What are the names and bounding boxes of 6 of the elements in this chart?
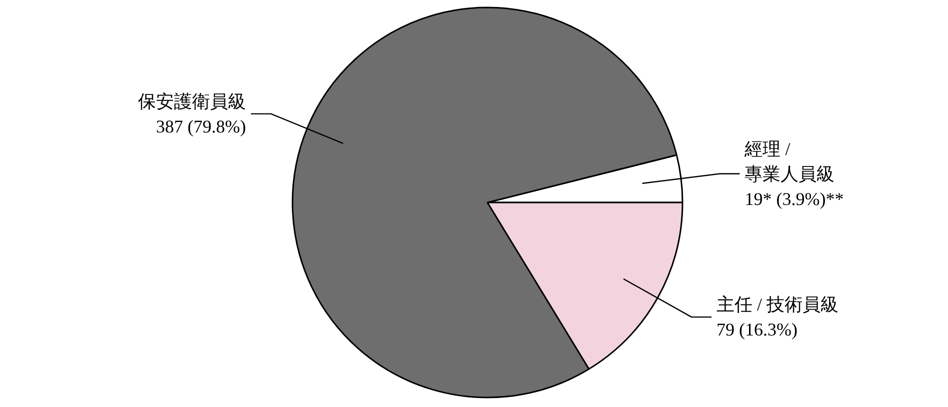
slice-label: 保安護衛員級 [138, 91, 246, 112]
slice-label: 經理 / 專業人員級 [744, 138, 835, 184]
slice-label: 主任 / 技術員級 [716, 294, 839, 315]
data-label: 387 (79.8%) [156, 116, 246, 136]
data-label: 79 (16.3%) [716, 320, 798, 340]
data-label: 19* (3.9%)** [744, 188, 844, 209]
